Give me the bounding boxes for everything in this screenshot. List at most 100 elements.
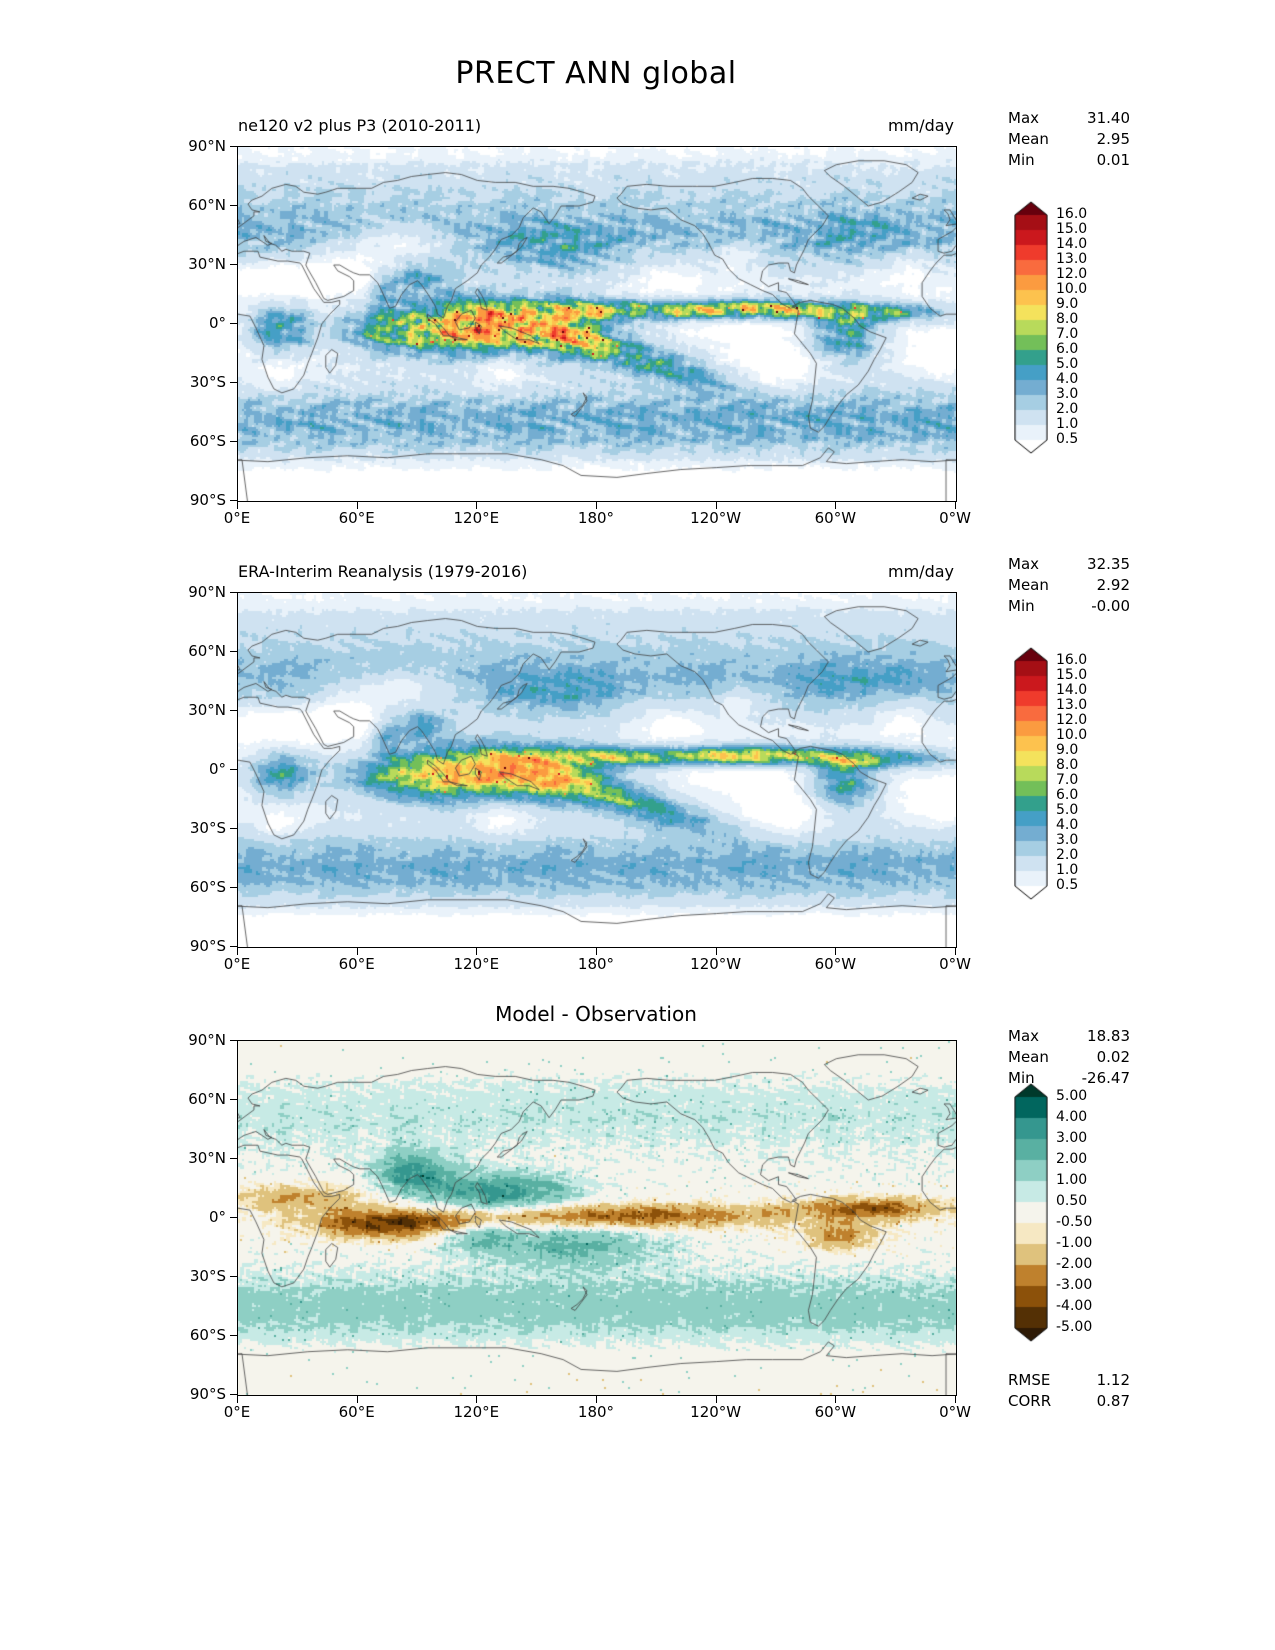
colorbar-tick-label: 5.0 xyxy=(1056,802,1079,818)
x-tick-mark xyxy=(835,1396,837,1403)
map-canvas-difference xyxy=(237,1040,957,1396)
stat-value-mean: 0.02 xyxy=(1096,1048,1130,1066)
lon-tick-label: 0°W xyxy=(939,955,971,973)
y-tick-mark xyxy=(230,1276,237,1277)
colorbar-tick-label: 5.00 xyxy=(1056,1088,1088,1104)
lat-tick-label: 30°S xyxy=(189,1267,226,1285)
lon-tick-label: 120°W xyxy=(690,509,742,527)
lon-tick-label: 60°W xyxy=(814,1403,857,1421)
colorbar-tick-label: 15.0 xyxy=(1056,221,1088,237)
x-tick-mark xyxy=(715,1396,717,1403)
colorbar-tick-label: 1.0 xyxy=(1056,416,1079,432)
stat-label-max: Max xyxy=(1008,555,1040,573)
colorbar-tick-label: 14.0 xyxy=(1056,682,1088,698)
colorbar-tick-label: 2.00 xyxy=(1056,1151,1088,1167)
stat-label-mean: Mean xyxy=(1008,130,1049,148)
colorbar-tick-label: 0.50 xyxy=(1056,1193,1088,1209)
lon-tick-label: 180° xyxy=(577,1403,615,1421)
lat-tick-label: 30°S xyxy=(189,373,226,391)
colorbar-tick-label: -5.00 xyxy=(1056,1319,1093,1335)
stat-label-max: Max xyxy=(1008,109,1040,127)
stat-row: RMSE 1.12 xyxy=(1008,1370,1130,1391)
lat-tick-label: 30°N xyxy=(188,255,226,273)
colorbar-tick-label: 13.0 xyxy=(1056,251,1088,267)
stat-row: Min -26.47 xyxy=(1008,1068,1130,1089)
x-tick-mark xyxy=(356,948,358,955)
stat-row: Min -0.00 xyxy=(1008,596,1130,617)
colorbar-tick-label: 1.00 xyxy=(1056,1172,1088,1188)
stat-label-min: Min xyxy=(1008,597,1035,615)
stat-value-max: 18.83 xyxy=(1087,1027,1130,1045)
colorbar-tick-label: 7.0 xyxy=(1056,326,1079,342)
stat-label-min: Min xyxy=(1008,151,1035,169)
stats-block-difference: Max 18.83 Mean 0.02 Min -26.47 xyxy=(1008,1026,1130,1089)
metric-label-rmse: RMSE xyxy=(1008,1371,1051,1389)
stat-value-mean: 2.92 xyxy=(1096,576,1130,594)
lon-tick-label: 120°E xyxy=(453,955,500,973)
colorbar-tick-label: 10.0 xyxy=(1056,727,1088,743)
lat-tick-label: 60°S xyxy=(189,432,226,450)
y-tick-mark xyxy=(230,769,237,770)
stat-row: Min 0.01 xyxy=(1008,150,1130,171)
lon-tick-label: 0°W xyxy=(939,509,971,527)
x-tick-mark xyxy=(356,502,358,509)
stat-label-mean: Mean xyxy=(1008,1048,1049,1066)
lon-tick-label: 0°E xyxy=(223,955,251,973)
x-tick-mark xyxy=(955,1396,956,1403)
panel-header-model: ne120 v2 plus P3 (2010-2011) mm/day xyxy=(238,116,954,135)
y-tick-mark xyxy=(230,1335,237,1336)
y-tick-mark xyxy=(230,441,237,442)
panel-title-difference: Model - Observation xyxy=(495,1002,697,1026)
colorbar-tick-label: 16.0 xyxy=(1056,652,1088,668)
lon-tick-label: 60°E xyxy=(338,955,375,973)
y-tick-mark xyxy=(230,710,237,711)
lon-tick-label: 0°E xyxy=(223,509,251,527)
map-canvas-model xyxy=(237,146,957,502)
stat-value-min: -26.47 xyxy=(1081,1069,1130,1087)
colorbar-tick-label: 9.0 xyxy=(1056,296,1079,312)
lat-tick-label: 60°N xyxy=(188,1090,226,1108)
colorbar-tick-label: 10.0 xyxy=(1056,281,1088,297)
x-tick-mark xyxy=(356,1396,358,1403)
lat-tick-label: 90°S xyxy=(189,937,226,955)
metrics-block: RMSE 1.12 CORR 0.87 xyxy=(1008,1370,1130,1412)
x-tick-mark xyxy=(237,948,238,955)
colorbar-tick-label: -2.00 xyxy=(1056,1256,1093,1272)
colorbar-obs-canvas xyxy=(1014,647,1048,900)
panel-title-obs: ERA-Interim Reanalysis (1979-2016) xyxy=(238,562,528,581)
lon-tick-label: 120°E xyxy=(453,1403,500,1421)
y-tick-mark xyxy=(230,651,237,652)
colorbar-tick-label: 8.0 xyxy=(1056,757,1079,773)
x-tick-mark xyxy=(237,1396,238,1403)
lat-tick-label: 30°S xyxy=(189,819,226,837)
colorbar-obs: 16.0 15.0 14.0 13.0 12.0 10.0 9.0 8.0 7.0 6.0 5.0 4… xyxy=(1014,647,1087,900)
colorbar-tick-label: 4.00 xyxy=(1056,1109,1088,1125)
colorbar-tick-label: 0.5 xyxy=(1056,877,1079,893)
lat-tick-label: 90°S xyxy=(189,1385,226,1403)
colorbar-tick-label: 7.0 xyxy=(1056,772,1079,788)
lat-tick-label: 90°N xyxy=(188,137,226,155)
y-tick-mark xyxy=(230,500,237,501)
y-tick-mark xyxy=(230,592,237,593)
panel-units-model: mm/day xyxy=(888,116,954,135)
x-tick-mark xyxy=(955,502,956,509)
lon-tick-label: 180° xyxy=(577,509,615,527)
colorbar-tick-label: 3.0 xyxy=(1056,832,1079,848)
stats-block-obs: Max 32.35 Mean 2.92 Min -0.00 xyxy=(1008,554,1130,617)
y-tick-mark xyxy=(230,205,237,206)
y-tick-mark xyxy=(230,264,237,265)
lat-tick-label: 0° xyxy=(208,1208,226,1226)
colorbar-tick-label: 3.00 xyxy=(1056,1130,1088,1146)
x-tick-mark xyxy=(476,948,478,955)
colorbar-model: 16.0 15.0 14.0 13.0 12.0 10.0 9.0 8.0 7.0 6.0 5.0 4… xyxy=(1014,201,1087,454)
colorbar-tick-label: 1.0 xyxy=(1056,862,1079,878)
stat-row: Max 18.83 xyxy=(1008,1026,1130,1047)
metric-value-rmse: 1.12 xyxy=(1096,1371,1130,1389)
stat-label-max: Max xyxy=(1008,1027,1040,1045)
stat-value-max: 32.35 xyxy=(1087,555,1130,573)
metric-label-corr: CORR xyxy=(1008,1392,1052,1410)
colorbar-tick-label: -4.00 xyxy=(1056,1298,1093,1314)
y-tick-mark xyxy=(230,887,237,888)
y-tick-mark xyxy=(230,1217,237,1218)
y-tick-mark xyxy=(230,946,237,947)
